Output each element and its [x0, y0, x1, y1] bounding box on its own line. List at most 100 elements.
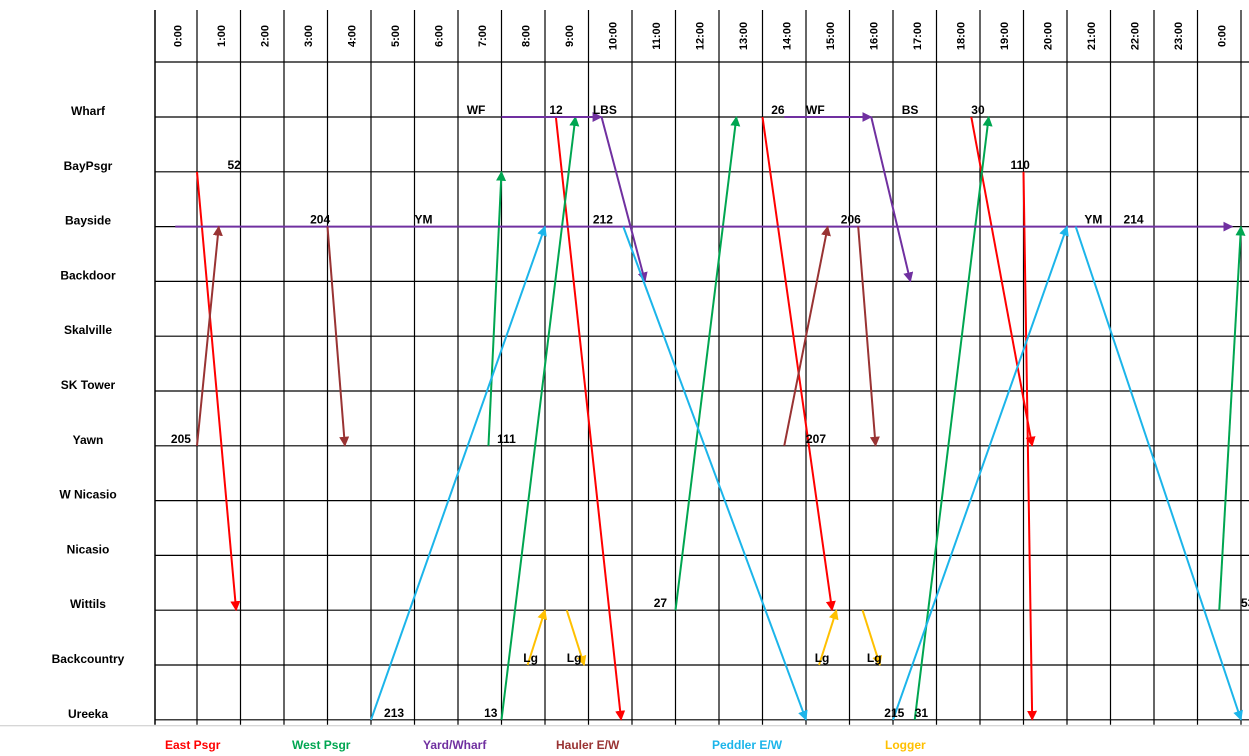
train-label: 204: [310, 213, 330, 227]
x-tick-label: 16:00: [868, 22, 880, 50]
series-run: [861, 609, 882, 666]
train-label: 53: [1241, 596, 1249, 610]
series-run: [500, 116, 580, 720]
series-run: [783, 225, 831, 446]
station-label: Nicasio: [67, 542, 110, 556]
x-tick-label: 1:00: [216, 25, 228, 47]
x-tick-label: 18:00: [955, 22, 967, 50]
x-axis-ticks: 0:00 1:00 2:00 3:00 4:00 5:00 6:00 7:00 8:00 9:00…: [172, 22, 1228, 50]
station-label: Wharf: [71, 104, 106, 118]
station-label: W Nicasio: [59, 488, 116, 502]
x-tick-label: 7:00: [477, 25, 489, 47]
train-label: WF: [467, 103, 486, 117]
legend-item: West Psgr: [292, 738, 351, 752]
train-label: YM: [1084, 213, 1102, 227]
series-run: [761, 116, 836, 612]
x-tick-label: 10:00: [607, 22, 619, 50]
station-label: BayPsgr: [64, 159, 113, 173]
series-run: [196, 171, 241, 612]
station-label: Wittils: [70, 597, 106, 611]
series-run: [1218, 225, 1246, 611]
x-tick-label: 13:00: [738, 22, 750, 50]
series-run: [674, 116, 741, 611]
chart-grid: [0, 10, 1249, 727]
series-run: [622, 226, 808, 721]
x-tick-label: 6:00: [433, 25, 445, 47]
train-label: 215: [884, 706, 904, 720]
train-label: 110: [1010, 158, 1030, 172]
train-label: 26: [771, 103, 785, 117]
train-label: WF: [806, 103, 825, 117]
x-tick-label: 0:00: [1216, 25, 1228, 47]
x-tick-label: 12:00: [694, 22, 706, 50]
station-label: Bayside: [65, 214, 111, 228]
x-tick-label: 19:00: [999, 22, 1011, 50]
train-label: Lg: [523, 651, 538, 665]
series-run: [818, 609, 839, 666]
train-label: 206: [841, 213, 861, 227]
station-label: Skalville: [64, 323, 112, 337]
series-run: [1074, 226, 1243, 721]
x-tick-label: 3:00: [303, 25, 315, 47]
x-tick-label: 11:00: [651, 22, 663, 50]
train-label: Lg: [867, 651, 882, 665]
chart-series: [175, 112, 1246, 721]
station-label: SK Tower: [61, 378, 116, 392]
legend-item: East Psgr: [165, 738, 221, 752]
train-label: 12: [549, 103, 563, 117]
train-labels: 52 205 204 YM WF 12 LBS 26 WF BS 30 110 212 206 YM 214 1…: [171, 103, 1249, 720]
x-tick-label: 15:00: [825, 22, 837, 50]
x-tick-label: 21:00: [1086, 22, 1098, 50]
train-label: Lg: [567, 651, 582, 665]
series-run: [554, 116, 626, 721]
x-tick-label: 22:00: [1129, 22, 1141, 50]
series-run: [892, 225, 1069, 721]
train-label: BS: [902, 103, 919, 117]
station-label: Backdoor: [60, 268, 116, 282]
x-tick-label: 0:00: [172, 25, 184, 47]
series-run: [526, 609, 548, 666]
legend-item: Yard/Wharf: [423, 738, 487, 752]
x-tick-label: 2:00: [259, 25, 271, 47]
series-run: [870, 116, 914, 283]
station-labels: Wharf BayPsgr Bayside Backdoor Skalville SK T…: [52, 104, 125, 721]
train-label: 27: [654, 596, 668, 610]
x-tick-label: 17:00: [912, 22, 924, 50]
series-run: [565, 609, 587, 666]
train-label: LBS: [593, 103, 617, 117]
x-tick-label: 20:00: [1042, 22, 1054, 50]
chart-legend: East Psgr West Psgr Yard/Wharf Hauler E/W Pe…: [165, 738, 926, 752]
train-label: 13: [484, 706, 498, 720]
station-label: Backcountry: [52, 652, 125, 666]
train-label: 52: [227, 158, 241, 172]
x-tick-label: 9:00: [564, 25, 576, 47]
train-label: 31: [915, 706, 929, 720]
x-tick-label: 8:00: [520, 25, 532, 47]
train-label: 205: [171, 432, 191, 446]
station-label: Ureeka: [68, 707, 108, 721]
series-run: [196, 225, 223, 446]
series-run: [326, 226, 350, 447]
train-label: 213: [384, 706, 404, 720]
series-run: [370, 225, 547, 721]
legend-item: Peddler E/W: [712, 738, 783, 752]
x-tick-label: 4:00: [346, 25, 358, 47]
train-label: 207: [806, 432, 826, 446]
series-run: [1022, 171, 1038, 721]
train-label: YM: [415, 213, 433, 227]
legend-item: Logger: [885, 738, 926, 752]
train-label: 30: [971, 103, 985, 117]
train-label: 214: [1124, 213, 1144, 227]
station-label: Yawn: [73, 433, 104, 447]
train-label: Lg: [815, 651, 830, 665]
series-run: [487, 170, 507, 446]
series-run: [857, 226, 880, 447]
x-tick-label: 23:00: [1173, 22, 1185, 50]
x-tick-label: 14:00: [781, 22, 793, 50]
series-run: [913, 116, 993, 720]
legend-item: Hauler E/W: [556, 738, 620, 752]
series-run: [600, 116, 648, 283]
train-label: 212: [593, 213, 613, 227]
train-label: 111: [497, 432, 516, 446]
